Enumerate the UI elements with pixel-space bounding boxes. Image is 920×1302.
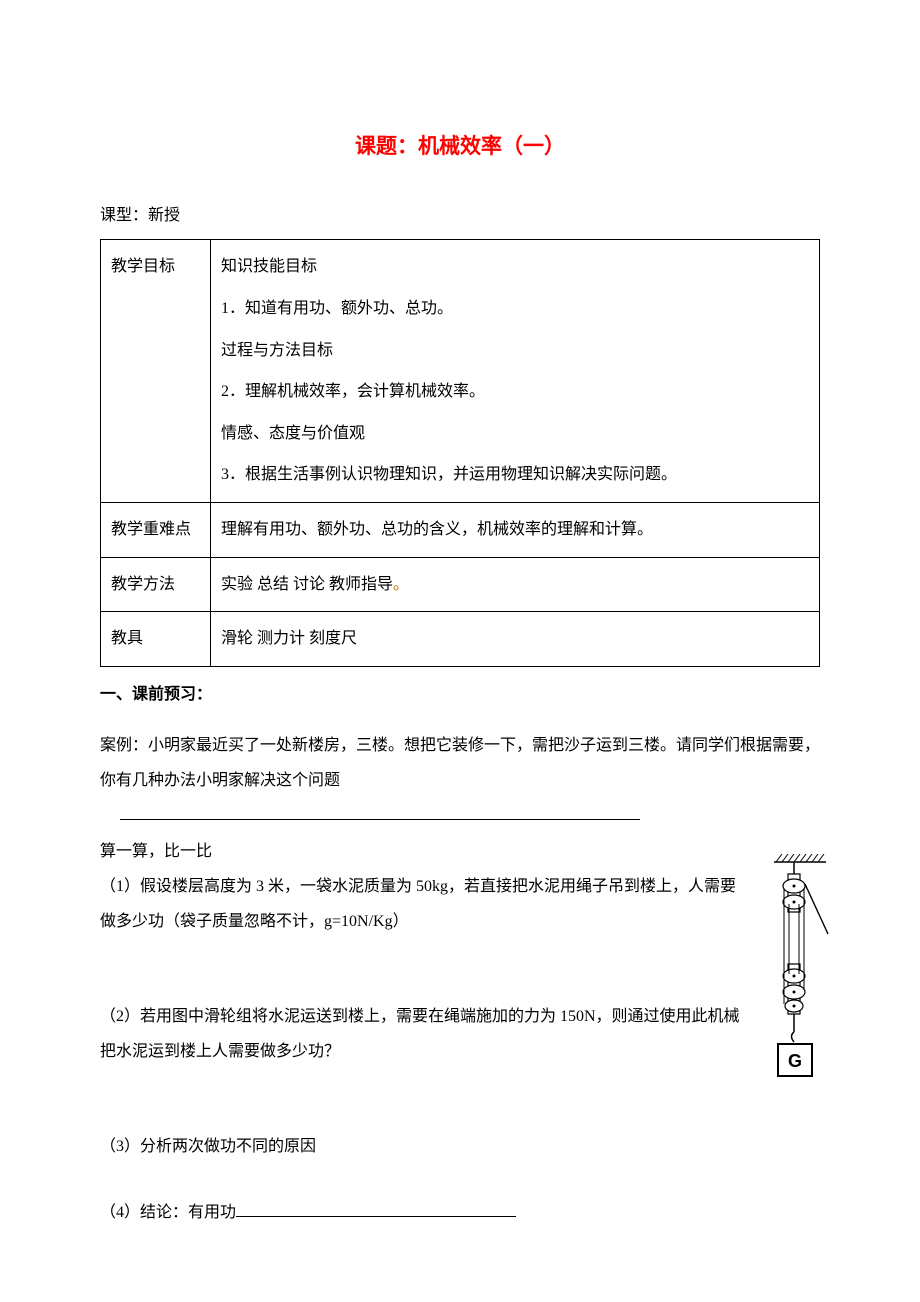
question-4: （4）结论：有用功 [100, 1195, 820, 1230]
spacer [100, 1069, 820, 1129]
blank-answer-line [100, 798, 820, 833]
table-row: 教具 滑轮 测力计 刻度尺 [101, 612, 820, 667]
meta-content-tools: 滑轮 测力计 刻度尺 [211, 612, 820, 667]
case-text: 案例：小明家最近买了一处新楼房，三楼。想把它装修一下，需把沙子运到三楼。请同学们… [100, 728, 820, 798]
page-title: 课题：机械效率（一） [100, 124, 820, 170]
meta-label-tools: 教具 [101, 612, 211, 667]
meta-label-goals: 教学目标 [101, 240, 211, 503]
goal-line: 3．根据生活事例认识物理知识，并运用物理知识解决实际问题。 [221, 454, 809, 496]
goal-line: 2．理解机械效率，会计算机械效率。 [221, 371, 809, 413]
goal-line: 1．知道有用功、额外功、总功。 [221, 288, 809, 330]
table-row: 教学重难点 理解有用功、额外功、总功的含义，机械效率的理解和计算。 [101, 503, 820, 558]
accent-period: 。 [393, 576, 409, 593]
table-row: 教学目标 知识技能目标 1．知道有用功、额外功、总功。 过程与方法目标 2．理解… [101, 240, 820, 503]
meta-label-keypoints: 教学重难点 [101, 503, 211, 558]
pulley-diagram-icon: G [770, 854, 830, 1094]
table-row: 教学方法 实验 总结 讨论 教师指导。 [101, 557, 820, 612]
goal-line: 知识技能目标 [221, 246, 809, 288]
spacer [100, 1165, 820, 1195]
goal-line: 情感、态度与价值观 [221, 413, 809, 455]
fill-blank [120, 803, 640, 821]
question-2: （2）若用图中滑轮组将水泥运送到楼上，需要在绳端施加的力为 150N，则通过使用… [100, 999, 750, 1069]
meta-table: 教学目标 知识技能目标 1．知道有用功、额外功、总功。 过程与方法目标 2．理解… [100, 239, 820, 666]
document-page: 课题：机械效率（一） 课型：新授 教学目标 知识技能目标 1．知道有用功、额外功… [0, 0, 920, 1290]
goal-line: 过程与方法目标 [221, 330, 809, 372]
meta-content-keypoints: 理解有用功、额外功、总功的含义，机械效率的理解和计算。 [211, 503, 820, 558]
question-4-prefix: （4）结论：有用功 [100, 1204, 236, 1221]
questions-with-figure: G 算一算，比一比 （1）假设楼层高度为 3 米，一袋水泥质量为 50kg，若直… [100, 834, 820, 1070]
course-type: 课型：新授 [100, 198, 820, 233]
calc-heading: 算一算，比一比 [100, 834, 750, 869]
question-1: （1）假设楼层高度为 3 米，一袋水泥质量为 50kg，若直接把水泥用绳子吊到楼… [100, 869, 750, 939]
preclass-heading: 一、课前预习： [100, 677, 820, 712]
fill-blank [236, 1199, 516, 1217]
method-text: 实验 总结 讨论 教师指导 [221, 576, 393, 593]
questions-text-block: 算一算，比一比 （1）假设楼层高度为 3 米，一袋水泥质量为 50kg，若直接把… [100, 834, 750, 1070]
spacer [100, 939, 750, 999]
meta-content-goals: 知识技能目标 1．知道有用功、额外功、总功。 过程与方法目标 2．理解机械效率，… [211, 240, 820, 503]
load-label: G [788, 1051, 802, 1071]
question-3: （3）分析两次做功不同的原因 [100, 1129, 820, 1164]
meta-content-method: 实验 总结 讨论 教师指导。 [211, 557, 820, 612]
meta-label-method: 教学方法 [101, 557, 211, 612]
